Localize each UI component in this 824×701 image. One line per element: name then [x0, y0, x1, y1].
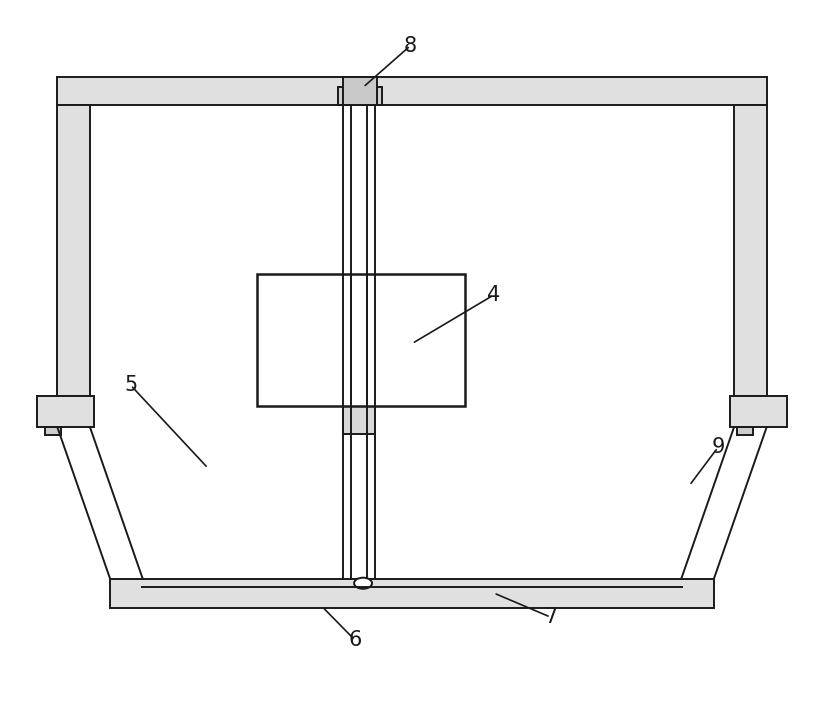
Ellipse shape	[354, 578, 372, 589]
Bar	[57, 104, 90, 395]
Text: 7: 7	[544, 607, 557, 627]
Bar	[343, 406, 375, 434]
Bar	[730, 395, 787, 427]
Bar	[338, 88, 382, 104]
Text: 6: 6	[349, 630, 362, 650]
Bar	[257, 274, 465, 406]
Text: 8: 8	[404, 36, 417, 55]
Bar	[343, 77, 377, 104]
Bar	[57, 77, 767, 104]
Text: 5: 5	[124, 375, 138, 395]
Text: 9: 9	[711, 437, 724, 458]
Bar	[737, 427, 753, 435]
Text: 4: 4	[487, 285, 500, 305]
Bar	[734, 104, 767, 395]
Bar	[37, 395, 94, 427]
Bar	[110, 579, 714, 608]
Bar	[45, 427, 61, 435]
